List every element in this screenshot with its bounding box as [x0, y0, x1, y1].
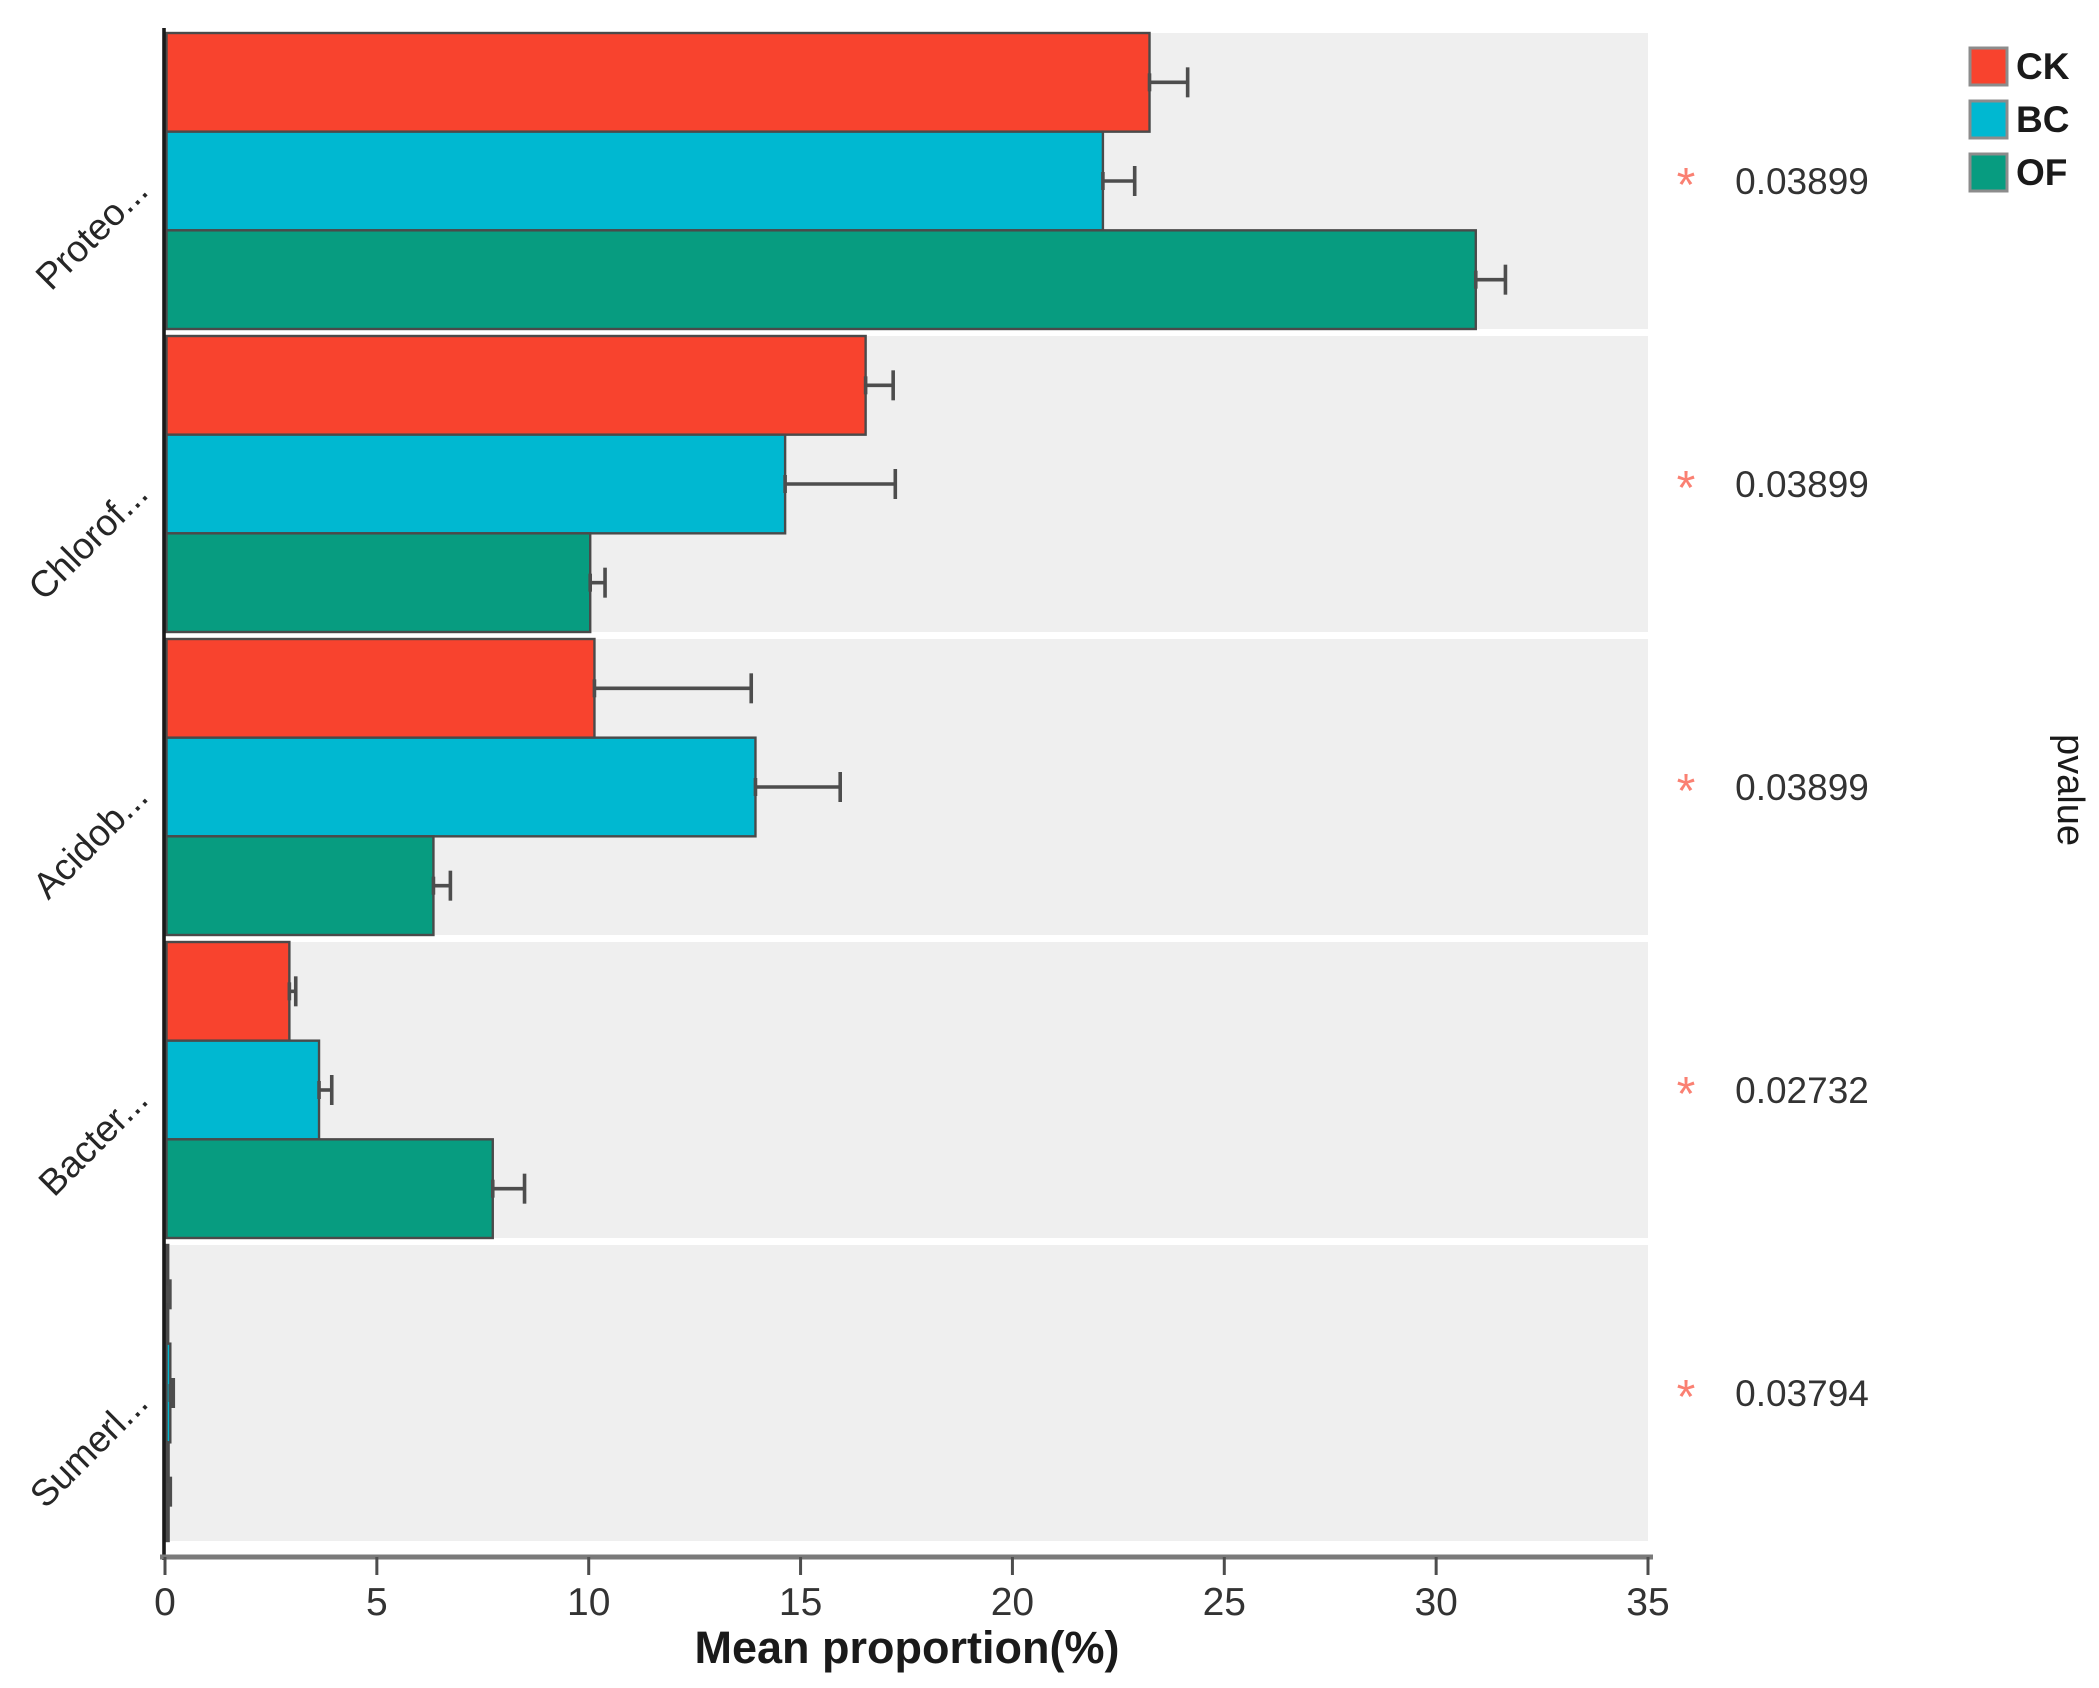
bar-CK-1	[165, 31, 1151, 133]
error-bars-layer	[166, 67, 1508, 1507]
bar-BC-2	[165, 433, 787, 535]
significance-asterisk-1: *	[1677, 159, 1696, 212]
pvalue-label-5: 0.03794	[1735, 1373, 1869, 1414]
error-bar-OF-3	[431, 870, 453, 901]
category-labels: Proteo... Chlorof... Acidob... Bacter... Sum…	[21, 170, 156, 1516]
category-label-5: Sumerl...	[22, 1382, 156, 1516]
pvalue-label-1: 0.03899	[1735, 161, 1869, 202]
error-bar-CK-2	[863, 370, 895, 401]
bar-CK-3	[165, 637, 596, 739]
error-bar-BC-5	[168, 1378, 176, 1408]
significance-asterisk-5: *	[1677, 1371, 1696, 1424]
error-bar-BC-3	[753, 772, 843, 802]
category-label-1: Proteo...	[28, 170, 156, 298]
x-tick-label-30: 30	[1414, 1581, 1457, 1624]
x-tick-label-25: 25	[1203, 1581, 1246, 1624]
legend-item-OF: OF	[1968, 152, 2067, 193]
bar-BC-4	[165, 1039, 321, 1141]
x-tick-label-10: 10	[567, 1581, 610, 1624]
x-axis-ticks: 0 5 10 15 20 25 30 35	[154, 1557, 1670, 1624]
significance-asterisk-2: *	[1677, 462, 1696, 515]
pvalue-label-3: 0.03899	[1735, 767, 1869, 808]
pvalue-label-2: 0.03899	[1735, 464, 1869, 505]
error-bar-OF-2	[588, 567, 607, 598]
x-tick-label-5: 5	[366, 1581, 388, 1624]
pvalue-column: * 0.03899 * 0.03899 * 0.03899 * 0.02732 * 0.03794	[1677, 159, 1869, 1424]
legend-swatch-OF	[1968, 152, 2009, 193]
bar-CK-2	[165, 334, 867, 436]
bar-BC-1	[165, 130, 1105, 232]
legend-label-CK: CK	[2016, 46, 2070, 87]
error-bar-BC-1	[1101, 166, 1137, 196]
error-bar-CK-5	[166, 1279, 172, 1310]
x-axis-title: Mean proportion(%)	[695, 1622, 1120, 1673]
category-label-4: Bacter...	[31, 1079, 156, 1204]
x-tick-label-20: 20	[991, 1581, 1034, 1624]
error-bar-BC-4	[317, 1075, 334, 1105]
significance-asterisk-4: *	[1677, 1068, 1696, 1121]
pvalue-label-4: 0.02732	[1735, 1070, 1869, 1111]
category-label-2: Chlorof...	[21, 473, 156, 608]
error-bar-CK-3	[592, 673, 754, 704]
error-bar-OF-5	[166, 1476, 173, 1507]
bar-OF-4	[165, 1138, 494, 1240]
legend: CK BC OF	[1968, 46, 2070, 193]
category-bands	[166, 33, 1648, 1541]
x-tick-label-35: 35	[1626, 1581, 1669, 1624]
error-bar-CK-4	[287, 976, 298, 1007]
legend-item-CK: CK	[1968, 46, 2070, 87]
error-bar-CK-1	[1147, 67, 1190, 98]
legend-swatch-BC	[1968, 99, 2009, 140]
category-label-3: Acidob...	[25, 776, 156, 907]
x-tick-label-15: 15	[779, 1581, 822, 1624]
legend-label-OF: OF	[2016, 152, 2067, 193]
significance-asterisk-3: *	[1677, 765, 1696, 818]
bar-CK-4	[165, 940, 291, 1042]
band-5	[166, 1245, 1648, 1541]
bar-BC-3	[165, 736, 757, 838]
error-bar-OF-4	[490, 1173, 527, 1204]
bar-OF-3	[165, 835, 435, 937]
error-bar-BC-2	[783, 469, 898, 499]
bar-OF-2	[165, 532, 592, 634]
bar-OF-1	[165, 229, 1477, 331]
x-tick-label-0: 0	[154, 1581, 176, 1624]
legend-swatch-CK	[1968, 46, 2009, 87]
legend-item-BC: BC	[1968, 99, 2069, 140]
error-bar-OF-1	[1473, 264, 1508, 295]
legend-label-BC: BC	[2016, 99, 2069, 140]
pvalue-axis-title: pvalue	[2049, 734, 2091, 846]
